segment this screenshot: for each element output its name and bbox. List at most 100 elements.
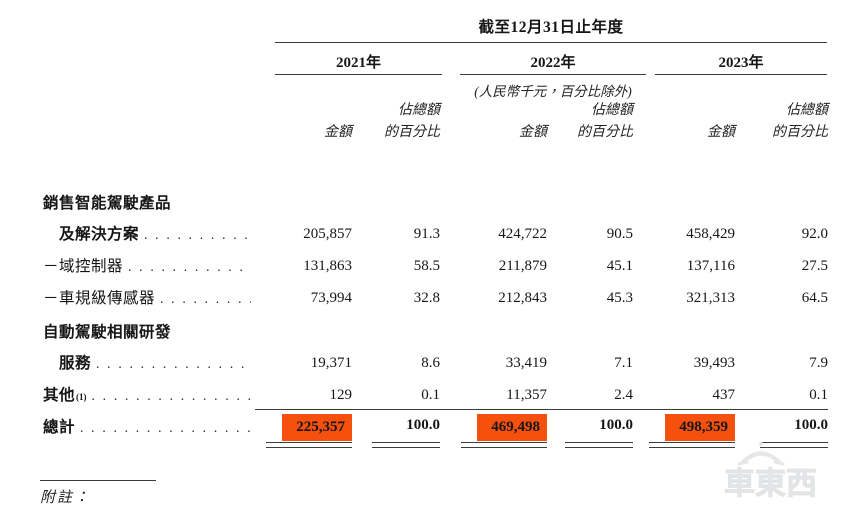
watermark-text: 車東西 xyxy=(724,466,817,501)
total-double-rule-row xyxy=(30,442,828,448)
row-label-text: －車規級傳感器 xyxy=(43,290,156,308)
table-row: 其他(1) . . . . . . . . . . . . . . . . . … xyxy=(30,377,828,409)
row-label-text: 及解決方案 xyxy=(59,225,140,243)
cell-pct-2023: 0.1 xyxy=(809,387,828,404)
row-label-text: 服務 xyxy=(59,354,92,372)
cell-total-amount-2021: 225,357 xyxy=(255,409,352,442)
table-row: 服務 . . . . . . . . . . . . . . . . . . .… xyxy=(30,344,828,376)
double-rule xyxy=(547,442,633,448)
double-rule xyxy=(440,442,547,448)
cell-amount-2023: 458,429 xyxy=(686,225,735,242)
row-label: 銷售智能駕駛產品 xyxy=(30,191,255,215)
double-rule xyxy=(352,442,440,448)
cell-pct-2022: 45.1 xyxy=(606,257,633,274)
pct-header-line2: 的百分比 xyxy=(772,124,828,140)
cell-amount-2023: 39,493 xyxy=(693,354,735,371)
cell-total-pct-2022: 100.0 xyxy=(547,409,633,441)
row-label-text: 銷售智能駕駛產品 xyxy=(43,195,172,213)
cell-pct-2021: 0.1 xyxy=(421,387,440,404)
cell-amount-2022: 33,419 xyxy=(505,354,547,371)
leader-dots: . . . . . . . . . . . . . . . . . . . . … xyxy=(96,355,251,371)
cell-pct-2023: 92.0 xyxy=(801,225,828,242)
pct-header-line1: 佔總額 xyxy=(591,103,633,118)
cell-amount-2022: 211,879 xyxy=(498,257,547,274)
footnote-marker: (1) xyxy=(76,392,87,403)
watermark-logo: 車東西 xyxy=(716,438,848,506)
report-period-title: 截至12月31日止年度 xyxy=(478,19,624,36)
double-rule xyxy=(735,442,828,448)
amount-column-header-2021: 金額 xyxy=(324,124,352,140)
footnote-label: 附註： xyxy=(40,490,92,506)
cell-pct-2023: 27.5 xyxy=(801,257,828,274)
cell-pct-2022: 2.4 xyxy=(614,387,633,404)
cell-amount-2022: 424,722 xyxy=(498,225,547,242)
pct-header-line1: 佔總額 xyxy=(398,103,440,118)
leader-dots: . . . . . . . . . . . . . . . . . . . . … xyxy=(91,388,251,404)
cell-amount-2021: 129 xyxy=(329,387,353,404)
year-column-header-2021: 2021年 xyxy=(275,49,442,75)
cell-total-amount-2023: 498,359 xyxy=(633,409,735,442)
amount-column-header-2023: 金額 xyxy=(707,124,735,140)
cell-amount-2022: 212,843 xyxy=(498,290,547,307)
cell-pct-2022: 90.5 xyxy=(606,225,633,242)
amount-column-header-2022: 金額 xyxy=(519,124,547,140)
footnote-rule xyxy=(40,480,156,481)
pct-column-header-2022: 佔總額的百分比 xyxy=(547,100,633,143)
car-logo-graphic: 車東西 xyxy=(724,441,817,501)
pct-header-line2: 的百分比 xyxy=(384,124,440,140)
table-row: －域控制器 . . . . . . . . . . . . . . . . . … xyxy=(30,248,828,280)
year-column-header-2022: 2022年 xyxy=(460,49,646,75)
row-label: －域控制器 . . . . . . . . . . . . . . . . . … xyxy=(30,254,255,280)
table-row-group: 自動駕駛相關研發 xyxy=(30,312,828,344)
double-rule xyxy=(255,442,352,448)
pct-header-line2: 的百分比 xyxy=(577,124,633,140)
cell-total-amount-2022: 469,498 xyxy=(440,409,547,442)
cell-total-pct-2023: 100.0 xyxy=(735,409,828,441)
total-amount-highlight: 225,357 xyxy=(282,414,352,442)
pct-header-line1: 佔總額 xyxy=(786,103,828,118)
leader-dots: . . . . . . . . . . . . . . . . . . . . … xyxy=(128,258,251,274)
cell-pct-2021: 8.6 xyxy=(421,354,440,371)
car-roof-icon xyxy=(737,441,785,466)
table-body: 銷售智能駕駛產品 及解決方案 . . . . . . . . . . . . .… xyxy=(30,183,828,442)
pct-column-header-2021: 佔總額的百分比 xyxy=(352,100,440,143)
table-row-group: 銷售智能駕駛產品 xyxy=(30,183,828,215)
cell-pct-2021: 32.8 xyxy=(413,290,440,307)
cell-amount-2023: 137,116 xyxy=(686,257,735,274)
row-label: －車規級傳感器 . . . . . . . . . . . . . . . . … xyxy=(30,286,255,312)
row-label-text: 其他 xyxy=(43,387,76,405)
row-label: 總計 . . . . . . . . . . . . . . . . . . .… xyxy=(30,415,255,441)
row-label-text: 總計 xyxy=(43,419,76,437)
row-label-text: －域控制器 xyxy=(43,257,124,275)
cell-total-pct-2021: 100.0 xyxy=(352,409,440,441)
table-row: 及解決方案 . . . . . . . . . . . . . . . . . … xyxy=(30,215,828,247)
cell-amount-2022: 11,357 xyxy=(506,387,547,404)
cell-pct-2023: 7.9 xyxy=(809,354,828,371)
double-rule-spacer xyxy=(30,442,255,448)
header-rule xyxy=(275,42,827,43)
cell-pct-2021: 91.3 xyxy=(413,225,440,242)
currency-unit-note: (人民幣千元，百分比除外) xyxy=(474,84,632,99)
cell-amount-2021: 131,863 xyxy=(303,257,352,274)
cell-amount-2021: 205,857 xyxy=(303,225,352,242)
column-headers-row: 金額 佔總額的百分比 金額 佔總額的百分比 金額 佔總額的百分比 xyxy=(30,100,828,143)
row-label: 及解決方案 . . . . . . . . . . . . . . . . . … xyxy=(30,222,255,248)
cell-amount-2023: 321,313 xyxy=(686,290,735,307)
year-column-header-2023: 2023年 xyxy=(655,49,827,75)
table-row: －車規級傳感器 . . . . . . . . . . . . . . . . … xyxy=(30,280,828,312)
row-label: 其他(1) . . . . . . . . . . . . . . . . . … xyxy=(30,383,255,409)
leader-dots: . . . . . . . . . . . . . . . . . . . . … xyxy=(160,291,251,307)
total-row: 總計 . . . . . . . . . . . . . . . . . . .… xyxy=(30,409,828,442)
total-amount-highlight: 498,359 xyxy=(665,414,735,442)
cell-amount-2021: 19,371 xyxy=(310,354,352,371)
cell-amount-2021: 73,994 xyxy=(310,290,352,307)
cell-pct-2022: 45.3 xyxy=(606,290,633,307)
cell-pct-2022: 7.1 xyxy=(614,354,633,371)
leader-dots: . . . . . . . . . . . . . . . . . . . . … xyxy=(80,420,251,436)
leader-dots: . . . . . . . . . . . . . . . . . . . . … xyxy=(144,226,251,242)
row-label: 自動駕駛相關研發 xyxy=(30,320,255,344)
cell-pct-2023: 64.5 xyxy=(801,290,828,307)
cell-amount-2023: 437 xyxy=(712,387,736,404)
financial-table: 截至12月31日止年度 2021年 2022年 2023年 (人民幣千元，百分比… xyxy=(30,0,828,512)
